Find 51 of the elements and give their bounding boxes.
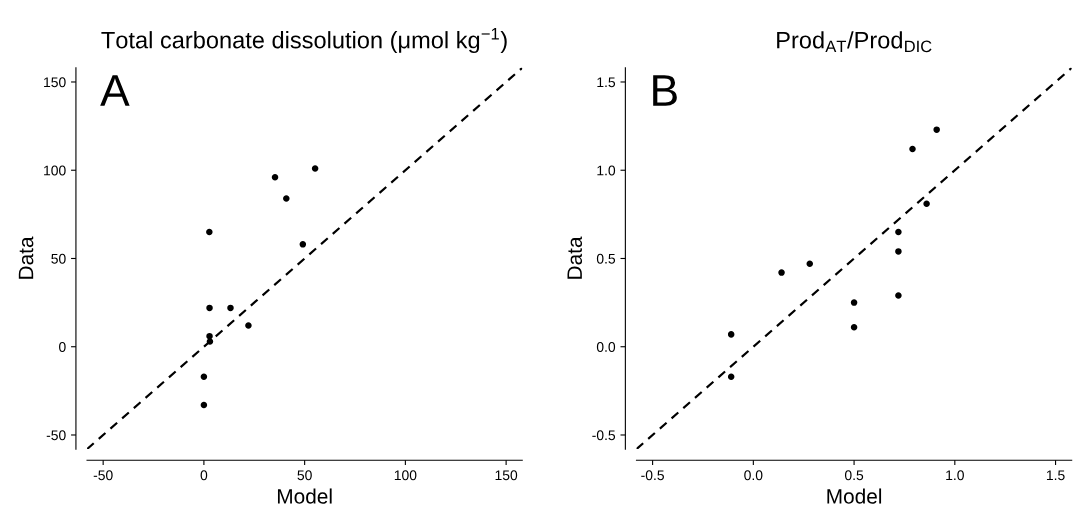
point <box>895 228 902 236</box>
x-tick-label: 0.0 <box>744 470 763 481</box>
point <box>227 304 234 312</box>
point <box>206 338 214 345</box>
point <box>850 324 858 331</box>
chart-title: Total carbonate dissolution (μmol kg$^{−1}$) <box>101 28 507 54</box>
y-axis-title: Data <box>567 236 583 279</box>
point <box>206 304 213 312</box>
point <box>895 292 902 299</box>
y-tick-label: 1.5 <box>597 77 616 88</box>
y-tick-label: 50 <box>51 253 66 264</box>
x-tick-label: 100 <box>394 470 417 481</box>
point <box>206 228 213 236</box>
annotation: B <box>653 75 677 106</box>
point <box>271 174 279 181</box>
point <box>895 248 902 255</box>
y-tick-label: 100 <box>44 165 66 176</box>
point <box>299 241 307 248</box>
x-tick-label: 150 <box>495 470 518 481</box>
x-axis-title: Model <box>827 488 882 504</box>
y-tick-label: 0.0 <box>596 342 616 352</box>
point <box>283 195 290 202</box>
x-tick-label: 1.5 <box>1046 470 1065 481</box>
point <box>245 322 252 329</box>
point <box>806 260 814 268</box>
y-tick-label: 1.0 <box>597 165 616 176</box>
y-tick-label: 150 <box>44 77 66 88</box>
point <box>778 269 785 276</box>
point <box>311 165 319 172</box>
y-tick-label: 0 <box>59 342 66 352</box>
point <box>850 299 858 306</box>
x-tick-label: -50 <box>93 470 113 481</box>
x-tick-label: -0.5 <box>641 470 664 481</box>
x-tick-label: 0 <box>200 470 208 481</box>
x-tick-label: 50 <box>297 470 312 481</box>
chart-title: Prod$_{AT}$/Prod$_{DIC}$ <box>777 31 932 53</box>
y-axis-title: Data <box>18 236 34 279</box>
x-axis-title: Model <box>277 488 332 504</box>
point <box>909 145 916 153</box>
x-tick-label: 0.5 <box>844 470 864 481</box>
point <box>727 331 735 338</box>
y-tick-label: 0.5 <box>596 253 616 264</box>
point <box>933 126 940 133</box>
x-tick-label: 1.0 <box>946 470 964 481</box>
y-tick-label: -0.5 <box>592 430 616 441</box>
point <box>923 200 930 208</box>
point <box>200 401 208 409</box>
point <box>727 373 735 380</box>
point <box>200 373 208 380</box>
y-tick-label: -50 <box>46 430 66 441</box>
annotation: A <box>100 75 130 106</box>
